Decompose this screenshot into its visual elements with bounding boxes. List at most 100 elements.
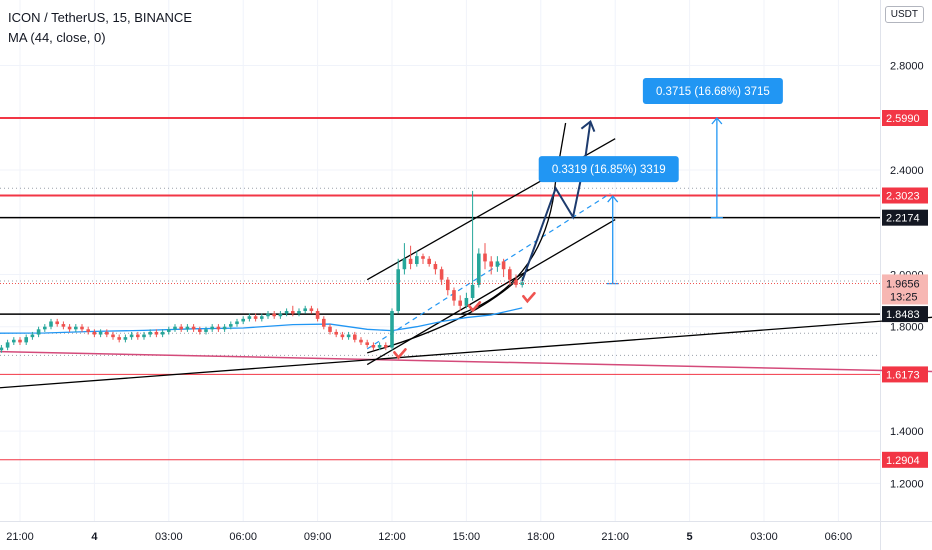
level-price-tag: [882, 451, 928, 468]
candle-body: [117, 337, 121, 340]
candle-body: [359, 339, 363, 343]
candle-body: [365, 342, 369, 345]
candle-body: [86, 329, 90, 332]
candle-body: [24, 337, 28, 343]
pink-support-line: [0, 350, 932, 373]
ma-line: [0, 307, 523, 334]
time-tick-label: 15:00: [453, 531, 481, 543]
candle-body: [247, 316, 252, 319]
candle-body: [216, 326, 221, 330]
candle-body: [508, 269, 512, 280]
current-price-tag: [882, 274, 928, 305]
candle-body: [346, 334, 351, 338]
candle-body: [470, 284, 475, 298]
dashed-projection-line: [366, 192, 611, 350]
measure-callout-text: 0.3319 (16.85%) 3319: [552, 164, 666, 176]
candle-body: [111, 334, 115, 338]
candle-body: [154, 331, 159, 335]
candle-body: [136, 334, 140, 338]
symbol-title[interactable]: ICON / TetherUS, 15, BINANCE: [8, 10, 192, 25]
candle-body: [12, 339, 16, 343]
candle-body: [464, 297, 469, 306]
candle-body: [18, 339, 22, 343]
level-price-label: 2.3023: [886, 190, 920, 202]
candle-body: [278, 313, 283, 317]
candle-body: [185, 326, 190, 330]
current-price-label: 1.9656: [886, 278, 920, 290]
bar-countdown-label: 13:25: [890, 291, 918, 303]
currency-button[interactable]: USDT: [884, 6, 924, 23]
candle-body: [198, 329, 202, 332]
candle-body: [235, 321, 239, 325]
channel-lower-line: [366, 219, 616, 366]
candle-body: [241, 318, 245, 322]
time-tick-label: 5: [687, 531, 693, 543]
candle-body: [402, 258, 407, 270]
checkmark-icon: [467, 301, 482, 313]
projected-path-arrow: [521, 121, 592, 282]
candle-body: [291, 311, 295, 314]
measure-arrowhead-icon: [607, 195, 619, 203]
candle-body: [303, 308, 307, 312]
candle-body: [210, 326, 214, 330]
candle-body: [284, 311, 289, 314]
level-price-tag: [882, 366, 928, 383]
time-tick-label: 12:00: [378, 531, 406, 543]
measure-arrowhead-icon: [711, 116, 723, 125]
candle-body: [49, 321, 53, 327]
candle-body: [309, 308, 314, 312]
candle-body: [123, 337, 128, 340]
candle-body: [452, 290, 456, 301]
level-price-tag: [882, 209, 928, 226]
candle-body: [43, 326, 47, 330]
measure-callout-box: [538, 156, 679, 183]
candle-body: [396, 269, 400, 312]
candle-body: [384, 344, 388, 348]
time-tick-label: 21:00: [601, 531, 629, 543]
candle-body: [446, 279, 450, 291]
level-price-tag: [882, 306, 928, 323]
time-tick-label: 03:00: [750, 531, 778, 543]
candle-body: [105, 331, 109, 335]
candle-body: [458, 300, 462, 306]
ma-indicator-label[interactable]: MA (44, close, 0): [8, 30, 106, 45]
price-tick-label: 2.8000: [890, 60, 924, 72]
arrowhead-icon: [580, 120, 596, 133]
price-tick-label: 1.8000: [890, 322, 924, 334]
checkmark-icon: [522, 291, 536, 304]
candle-body: [98, 331, 103, 335]
time-tick-label: 06:00: [229, 531, 257, 543]
candle-body: [67, 326, 72, 330]
candle-body: [483, 253, 487, 262]
candle-body: [433, 264, 438, 270]
time-tick-label: 21:00: [6, 531, 34, 543]
price-tick-label: 2.4000: [890, 165, 924, 177]
candle-body: [92, 331, 97, 335]
candle-body: [80, 326, 84, 330]
candle-body: [229, 324, 233, 327]
candle-body: [272, 313, 276, 317]
candle-body: [501, 261, 506, 270]
candle-body: [61, 324, 66, 327]
candle-body: [328, 326, 332, 332]
time-tick-label: 09:00: [304, 531, 332, 543]
time-tick-label: 06:00: [825, 531, 853, 543]
candle-body: [142, 334, 146, 338]
price-tick-label: 1.4000: [890, 426, 924, 438]
measure-callout-text: 0.3715 (16.68%) 3715: [656, 86, 770, 98]
time-tick-label: 4: [91, 531, 98, 543]
level-price-tag: [882, 110, 928, 126]
candle-body: [0, 347, 4, 351]
candle-body: [179, 326, 183, 330]
candle-body: [30, 334, 35, 338]
candle-body: [421, 256, 425, 259]
candle-body: [266, 313, 270, 317]
candle-body: [315, 311, 320, 319]
measure-callout-box: [642, 78, 783, 104]
candle-body: [489, 261, 493, 267]
candle-body: [191, 326, 196, 330]
candle-body: [334, 331, 338, 335]
time-tick-label: 03:00: [155, 531, 183, 543]
candle-body: [55, 321, 59, 325]
